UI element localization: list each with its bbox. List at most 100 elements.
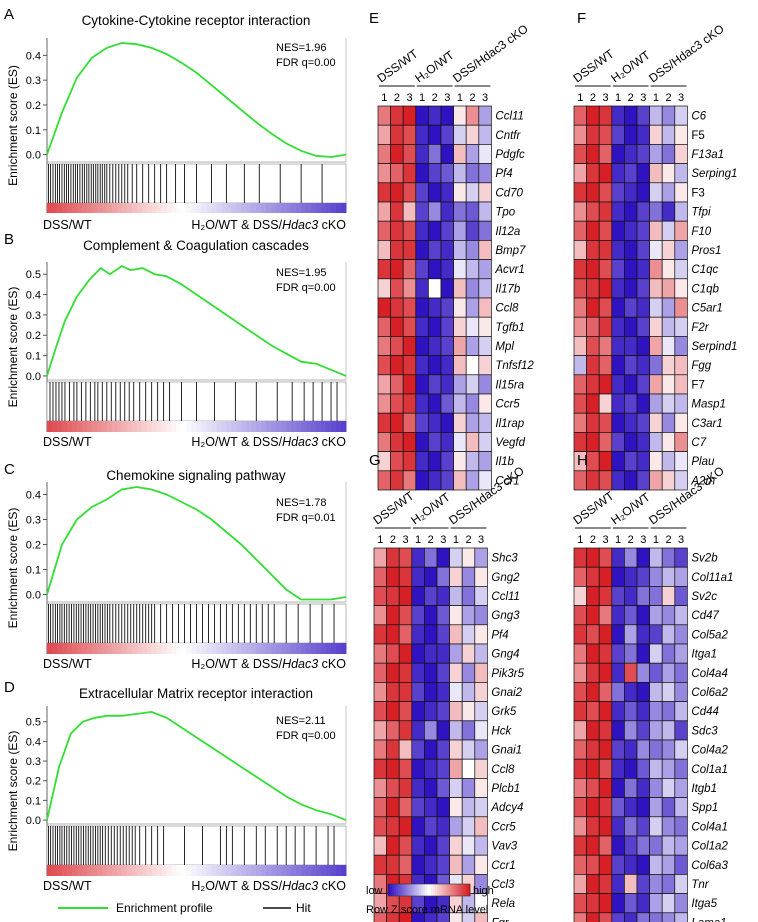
- gene-label: Lama1: [691, 917, 726, 922]
- heatmap-cell: [377, 297, 391, 318]
- heatmap-cell: [649, 393, 663, 414]
- rank-bar-segment: [156, 203, 163, 213]
- heatmap-cell: [661, 297, 676, 318]
- heatmap-cell: [377, 374, 391, 395]
- heatmap-cell: [586, 201, 600, 222]
- heatmap-cell: [436, 739, 450, 760]
- right-label-italic: Hdac3: [282, 879, 318, 893]
- heatmap-cell: [461, 835, 476, 856]
- heatmap-cell: [390, 412, 404, 433]
- heatmap-cell: [573, 105, 587, 126]
- gene-label: Col11a1: [691, 572, 733, 584]
- heatmap-cell: [398, 701, 413, 722]
- heatmap-cell: [674, 643, 688, 664]
- heatmap-cell: [636, 105, 650, 126]
- heatmap-cell: [465, 374, 480, 395]
- heatmap-cell: [674, 912, 688, 922]
- heatmap-cell: [598, 163, 613, 184]
- rank-bar-segment: [56, 865, 63, 876]
- gsea-panel-a: A Cytokine-Cytokine receptor interaction 0…: [4, 6, 347, 232]
- heatmap-cell: [649, 144, 663, 164]
- heatmap-cell: [611, 144, 625, 164]
- y-tick-label: 0.3: [26, 75, 41, 87]
- group-label: H₂O/WT: [408, 489, 453, 527]
- rank-bar-segment: [261, 865, 267, 876]
- fdr-label: FDR q=0.00: [276, 282, 336, 294]
- heatmap-cell: [377, 470, 391, 491]
- gene-label: Tgfb1: [495, 322, 524, 334]
- gene-label: Col6a3: [691, 860, 728, 872]
- heatmap-cell: [428, 393, 442, 414]
- heatmap-cell: [411, 720, 425, 741]
- rank-bar-segment: [221, 203, 227, 213]
- y-tick-label: 0.2: [26, 540, 41, 552]
- scale-segment: [433, 884, 436, 896]
- rank-bar-segment: [51, 203, 58, 213]
- rank-bar-segment: [336, 421, 342, 432]
- rank-bar-segment: [216, 203, 222, 213]
- gene-label: Pik3r5: [491, 668, 524, 680]
- replicate-label: 1: [577, 92, 583, 104]
- scale-segment: [404, 884, 407, 896]
- heatmap-cell: [586, 355, 600, 376]
- heatmap-cell: [611, 874, 625, 894]
- rank-bar-segment: [131, 643, 138, 654]
- rank-bar-segment: [166, 203, 173, 213]
- heatmap-cell: [611, 451, 625, 472]
- heatmap-cell: [674, 220, 688, 241]
- rank-bar-segment: [281, 203, 287, 213]
- heatmap-cell: [661, 412, 676, 433]
- scale-segment: [453, 884, 457, 896]
- rank-bar-segment: [206, 643, 212, 654]
- rank-bar-segment: [231, 203, 237, 213]
- heatmap-cell: [661, 144, 676, 164]
- heatmap-cell: [649, 624, 663, 645]
- gene-label: Col4a2: [691, 745, 728, 757]
- rank-bar-segment: [181, 643, 188, 654]
- heatmap-cell: [411, 547, 425, 568]
- heatmap-cell: [598, 240, 613, 260]
- rank-bar-segment: [321, 643, 327, 654]
- heatmap-cell: [649, 854, 663, 875]
- heatmap-cell: [436, 662, 450, 683]
- heatmap-cell: [461, 566, 476, 587]
- rank-bar-segment: [311, 203, 317, 213]
- rank-bar-segment: [236, 203, 242, 213]
- scale-segment: [396, 884, 399, 896]
- rank-bar-segment: [81, 865, 88, 876]
- heatmap-cell: [611, 739, 625, 760]
- heatmap-cell: [373, 912, 387, 922]
- heatmap-cell: [624, 393, 638, 414]
- heatmap-cell: [611, 547, 625, 568]
- heatmap-cell: [449, 739, 463, 760]
- rank-bar-segment: [341, 865, 347, 876]
- rank-bar-segment: [186, 643, 193, 654]
- heatmap-cell: [636, 816, 650, 837]
- heatmap-cell: [449, 797, 463, 818]
- panel-title: Extracellular Matrix receptor interactio…: [79, 686, 313, 701]
- heatmap-cell: [411, 835, 425, 856]
- heatmap-cell: [411, 739, 425, 760]
- heatmap-cell: [440, 451, 454, 472]
- panel-title: Chemokine signaling pathway: [106, 468, 286, 483]
- rank-bar-segment: [216, 643, 222, 654]
- rank-bar-segment: [106, 643, 113, 654]
- heatmap-cell: [598, 316, 613, 337]
- replicate-label: 3: [402, 534, 408, 546]
- rank-bar-segment: [101, 865, 108, 876]
- heatmap-cell: [449, 758, 463, 779]
- heatmap-cell: [611, 201, 625, 222]
- heatmap-cell: [586, 240, 600, 260]
- replicate-label: 3: [440, 534, 446, 546]
- rank-bar-segment: [231, 865, 237, 876]
- heatmap-cell: [674, 758, 688, 779]
- panel-letter: A: [4, 6, 14, 23]
- heatmap-cell: [428, 316, 442, 337]
- heatmap-cell: [598, 105, 613, 126]
- heatmap-cell: [428, 144, 442, 164]
- gene-label: Sv2b: [691, 553, 718, 565]
- heatmap-cell: [661, 643, 676, 664]
- heatmap-cell: [598, 682, 613, 702]
- heatmap-cell: [598, 720, 613, 741]
- rank-bar-segment: [206, 421, 212, 432]
